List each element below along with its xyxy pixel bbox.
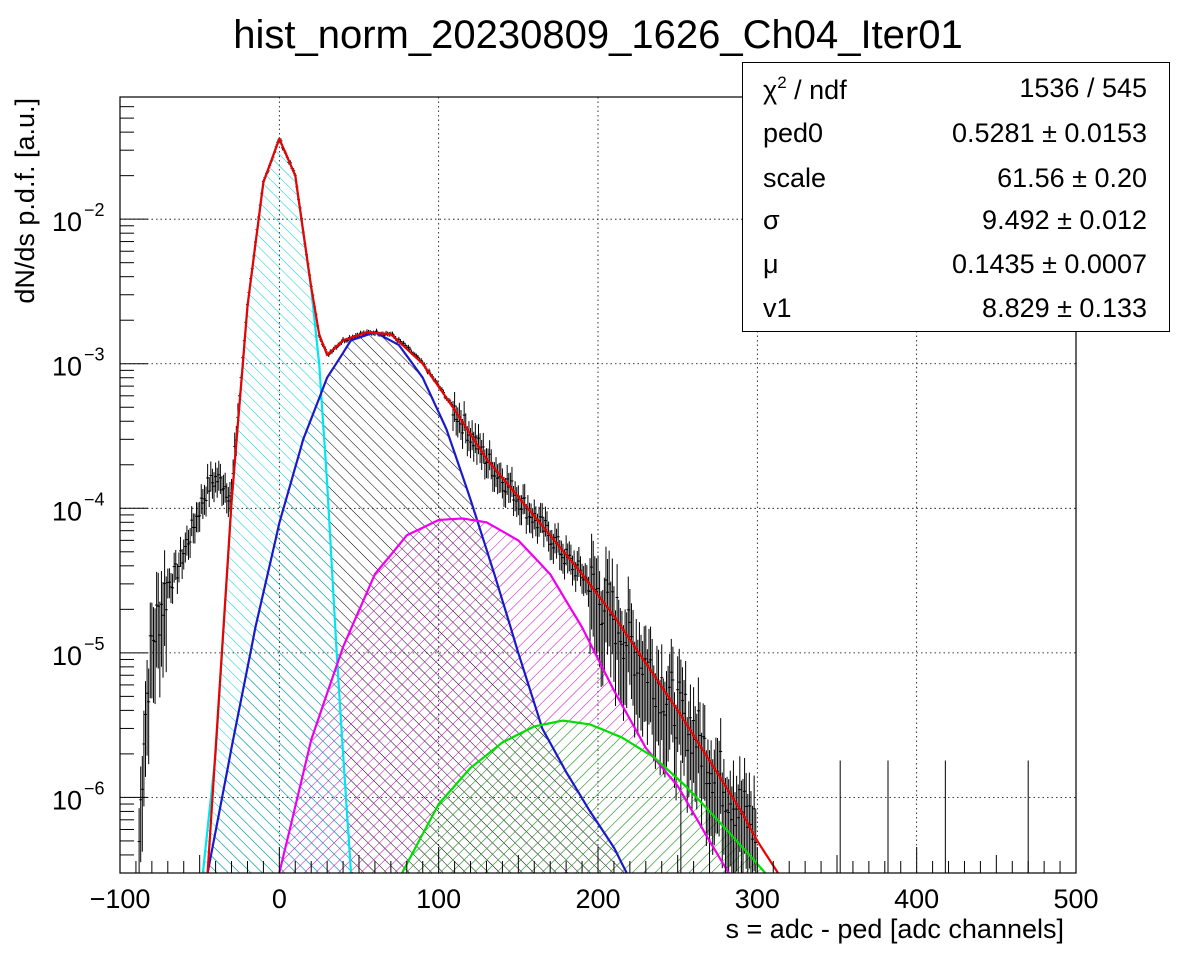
axis-ticks <box>119 96 1077 874</box>
stat-label: σ <box>763 205 780 235</box>
fit-statistics-box: χ2 / ndf 1536 / 545 ped0 0.5281 ± 0.0153… <box>742 62 1170 332</box>
fit-component-magenta <box>278 517 730 874</box>
stat-row-v1: v1 8.829 ± 0.133 <box>743 285 1169 331</box>
stat-row-sigma: σ 9.492 ± 0.012 <box>743 197 1169 243</box>
y-tick-label-exponent: −4 <box>84 489 105 509</box>
y-tick-label-exponent: −6 <box>84 778 105 798</box>
x-tick-label: 0 <box>272 884 287 914</box>
x-tick-label: 100 <box>416 884 461 914</box>
x-tick-labels: −100 0 100 200 300 400 500 <box>90 884 1099 914</box>
x-tick-label: 200 <box>575 884 620 914</box>
y-tick-label-exponent: −3 <box>84 345 105 365</box>
stat-row-chi2: χ2 / ndf 1536 / 545 <box>743 65 1169 111</box>
y-tick-label-exponent: −2 <box>84 200 105 220</box>
stat-value: 61.56 ± 0.20 <box>997 163 1147 193</box>
y-tick-label-base: 10 <box>52 352 82 382</box>
x-axis-label: s = adc - ped [adc channels] <box>726 914 1064 944</box>
y-tick-label-base: 10 <box>52 207 82 237</box>
stat-value: 1536 / 545 <box>1019 73 1147 103</box>
fit-component-green-fill <box>402 720 766 873</box>
stat-label: ped0 <box>763 118 824 148</box>
x-tick-label: 400 <box>894 884 939 914</box>
stat-row-scale: scale 61.56 ± 0.20 <box>743 155 1169 201</box>
fit-curves <box>201 137 779 874</box>
stat-label: v1 <box>763 293 792 323</box>
stat-value: 0.5281 ± 0.0153 <box>952 118 1147 148</box>
x-tick-label: −100 <box>90 884 151 914</box>
fit-component-blue <box>206 331 628 874</box>
y-tick-labels: 10−610−510−410−310−2 <box>52 200 105 815</box>
stat-label: scale <box>763 163 827 193</box>
stat-label: μ <box>763 249 779 279</box>
stat-value: 8.829 ± 0.133 <box>982 293 1147 323</box>
y-tick-label-base: 10 <box>52 785 82 815</box>
y-tick-label-base: 10 <box>52 496 82 526</box>
stat-row-mu: μ 0.1435 ± 0.0007 <box>743 241 1169 287</box>
chart-title: hist_norm_20230809_1626_Ch04_Iter01 <box>233 13 962 57</box>
y-tick-label-exponent: −5 <box>84 634 105 654</box>
total-fit-red <box>206 137 779 874</box>
stat-value: 9.492 ± 0.012 <box>982 205 1147 235</box>
y-axis-label: dN/ds p.d.f. [a.u.] <box>10 98 40 304</box>
y-tick-label-base: 10 <box>52 641 82 671</box>
x-tick-label: 500 <box>1053 884 1098 914</box>
stat-value: 0.1435 ± 0.0007 <box>952 249 1147 279</box>
fit-component-green <box>401 719 767 874</box>
x-tick-label: 300 <box>735 884 780 914</box>
stat-label: χ2 / ndf <box>763 73 847 105</box>
stat-row-ped0: ped0 0.5281 ± 0.0153 <box>743 110 1169 156</box>
